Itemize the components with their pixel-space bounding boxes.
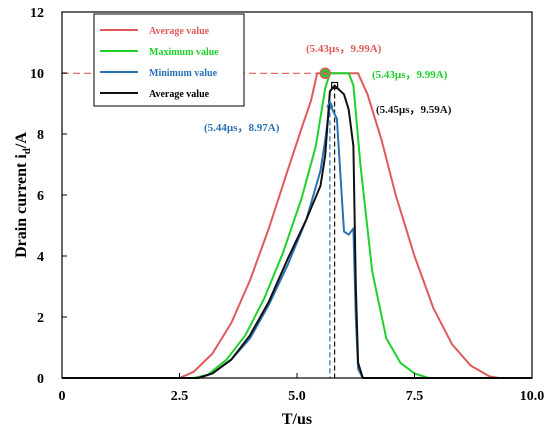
y-tick-label: 12 [30,6,44,21]
axis-ticks: 0 2.5 5.0 7.5 10.0 0 2 4 6 8 10 12 [30,6,544,404]
legend-label-4: Average value [149,89,210,100]
y-axis-label-tail: /A [13,132,30,149]
y-axis-label-main: Drain current i [13,154,30,258]
legend-label-2: Maximum value [149,47,219,58]
annotations: (5.43µs，9.99A) (5.43µs，9.99A) (5.44µs，8.97… [204,43,452,134]
series-line-1 [62,72,532,379]
y-tick-label: 4 [37,250,44,265]
annotation-4: (5.45µs，9.59A) [376,104,452,116]
peak-marker-avg [323,71,328,76]
x-tick-label: 2.5 [171,389,189,404]
markers [319,67,339,108]
legend-label-1: Average value [149,26,210,37]
peak-marker-min [326,99,334,108]
series-layer [62,72,532,379]
annotation-1: (5.43µs，9.99A) [306,43,382,55]
y-axis-label: Drain current id/A [13,132,33,258]
peak-marker-avg-2 [331,81,339,90]
annotation-3: (5.44µs，8.97A) [204,122,280,134]
x-tick-label: 10.0 [520,389,545,404]
y-tick-label: 0 [37,372,44,387]
legend-label-3: Minimum value [149,68,218,79]
x-axis-label: T/us [282,411,312,428]
annotation-2: (5.43µs，9.99A) [372,69,448,81]
y-tick-label: 2 [37,311,44,326]
y-tick-label: 10 [30,67,44,82]
series-line-4 [62,84,532,379]
reference-lines [62,72,336,378]
y-axis-label-sub: d [21,148,33,154]
x-tick-label: 7.5 [406,389,424,404]
x-tick-label: 5.0 [288,389,306,404]
y-tick-label: 8 [37,128,44,143]
series-line-2 [62,72,532,379]
x-tick-label: 0 [59,389,66,404]
y-tick-label: 6 [37,189,44,204]
legend: Average value Maximum value Minimum value A… [93,13,245,107]
